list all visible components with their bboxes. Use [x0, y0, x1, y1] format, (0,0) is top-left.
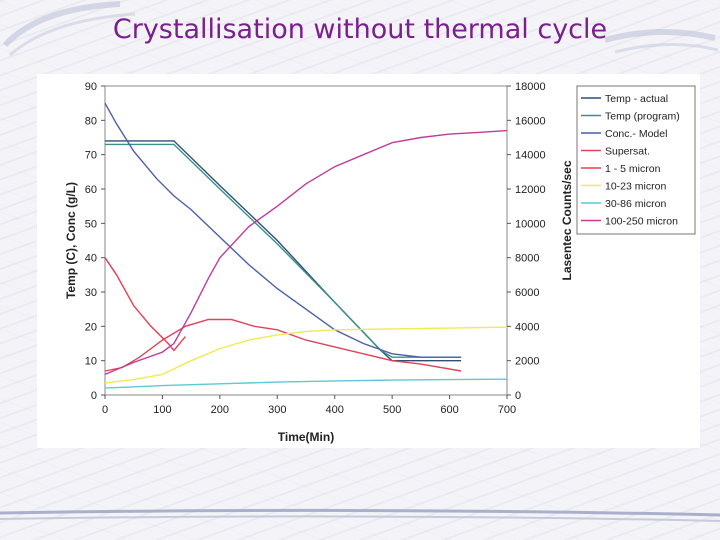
series-line	[104, 378, 508, 389]
series-line	[104, 129, 508, 376]
y-left-tick-label: 80	[85, 115, 97, 127]
legend-label: Temp - actual	[605, 93, 668, 105]
y-left-tick-label: 0	[91, 390, 97, 402]
chart-panel: 0 100 200 300 400 500 600 700 0 10 20 30 40 50 60 70 80 9…	[37, 74, 700, 448]
legend-label: 100-250 micron	[605, 216, 678, 228]
x-tick-label: 0	[102, 404, 108, 416]
legend-label: Conc.- Model	[605, 128, 667, 140]
y-left-tick-label: 20	[85, 321, 97, 333]
legend-label: Temp (program)	[605, 111, 680, 123]
x-tick-label: 200	[211, 404, 229, 416]
x-tick-label: 600	[440, 404, 458, 416]
legend-box	[576, 85, 696, 235]
y-right-tick-label: 6000	[515, 287, 539, 299]
series-line	[104, 326, 508, 384]
y-right-tick-label: 16000	[515, 115, 546, 127]
legend-label: 1 - 5 micron	[605, 163, 661, 175]
y-left-tick-label: 50	[85, 218, 97, 230]
x-tick-label: 300	[268, 404, 286, 416]
series-line	[105, 140, 462, 362]
y-right-tick-label: 18000	[515, 81, 546, 93]
y-right-tick-label: 12000	[515, 184, 546, 196]
y-left-tick-label: 40	[85, 253, 97, 265]
y-right-tick-label: 2000	[515, 356, 539, 368]
x-tick-label: 700	[498, 404, 516, 416]
y-right-tick-label: 8000	[515, 253, 539, 265]
x-axis-label: Time(Min)	[278, 430, 334, 444]
y-left-tick-label: 60	[85, 184, 97, 196]
y-left-tick-label: 90	[85, 81, 97, 93]
y-left-tick-label: 30	[85, 287, 97, 299]
y-left-tick-label: 70	[85, 150, 97, 162]
legend-label: 10-23 micron	[605, 181, 666, 193]
y-left-tick-label: 10	[85, 356, 97, 368]
decorative-brush-stroke	[604, 28, 719, 54]
x-tick-label: 100	[153, 404, 171, 416]
y-left-axis-label: Temp (C), Conc (g/L)	[64, 182, 78, 299]
legend-label: 30-86 micron	[605, 198, 666, 210]
chart: 0 100 200 300 400 500 600 700 0 10 20 30 40 50 60 70 80 9…	[64, 81, 696, 444]
series-line	[104, 102, 462, 358]
y-right-tick-label: 0	[515, 390, 521, 402]
slide-title: Crystallisation without thermal cycle	[112, 14, 608, 45]
y-right-tick-label: 10000	[515, 218, 546, 230]
legend-label: Supersat.	[605, 146, 650, 158]
decorative-footer-line	[0, 508, 720, 522]
series-line	[104, 318, 462, 372]
decorative-brush-stroke	[2, 1, 136, 57]
plot-frame	[104, 85, 508, 396]
y-right-tick-label: 14000	[515, 150, 546, 162]
x-tick-label: 400	[326, 404, 344, 416]
x-tick-label: 500	[383, 404, 401, 416]
y-right-axis-label: Lasentec Counts/sec	[560, 160, 574, 280]
y-right-tick-label: 4000	[515, 321, 539, 333]
series-line	[104, 257, 186, 352]
series-line	[105, 143, 462, 358]
